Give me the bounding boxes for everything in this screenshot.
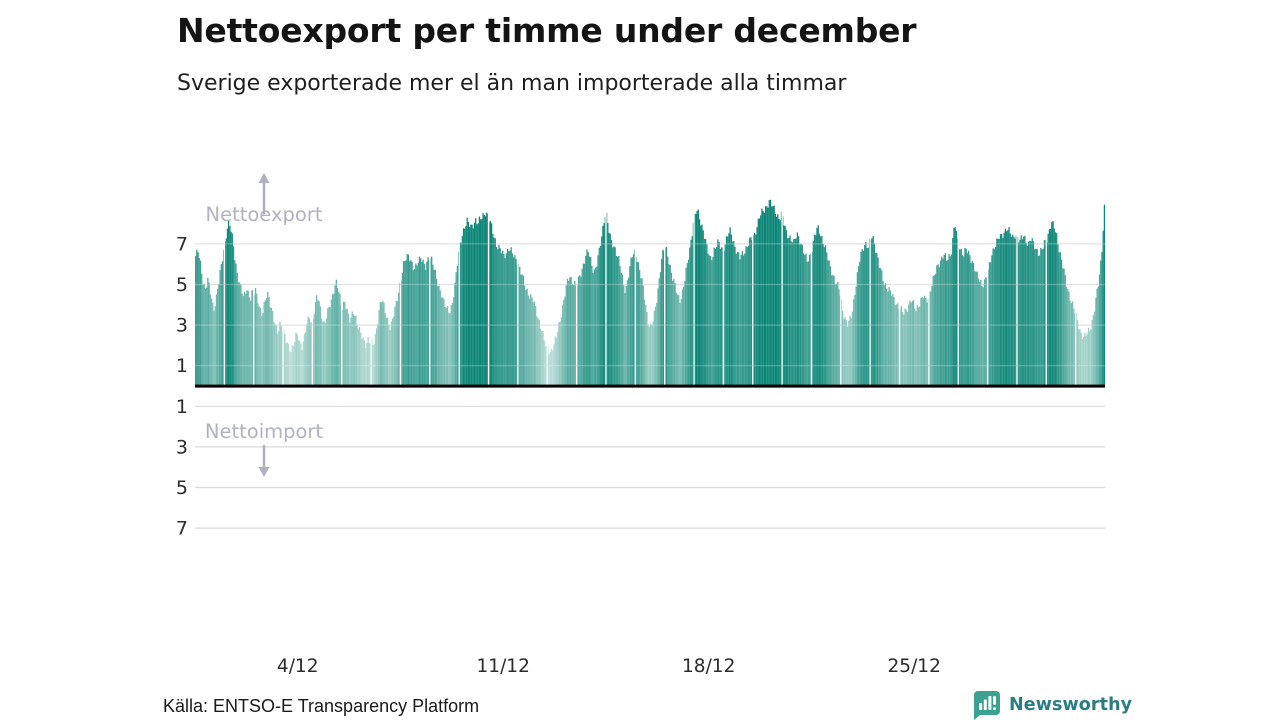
newsworthy-brand-text: Newsworthy [1009, 695, 1133, 715]
svg-text:4/12: 4/12 [277, 656, 319, 677]
page-title: Nettoexport per timme under december [177, 11, 917, 50]
x-tick-labels: 4/12 11/12 18/12 25/12 [277, 656, 941, 677]
svg-text:3: 3 [176, 436, 188, 458]
zero-axis-line [195, 384, 1105, 388]
gridline-overlay [195, 243, 1105, 367]
nettoimport-annotation-label: Nettoimport [204, 420, 324, 443]
up-arrow-icon [258, 173, 270, 215]
y-tick-labels: 7 5 3 1 1 3 5 7 [176, 233, 188, 539]
nettoexport-annotation: Nettoexport [179, 203, 349, 226]
svg-text:11/12: 11/12 [477, 656, 530, 677]
newsworthy-brand: Newsworthy [973, 690, 1273, 720]
page-subtitle: Sverige exporterade mer el än man import… [177, 71, 847, 96]
svg-text:5: 5 [176, 477, 188, 499]
svg-text:18/12: 18/12 [682, 656, 735, 677]
svg-text:1: 1 [176, 355, 188, 377]
export-bars [195, 199, 1106, 386]
nettoimport-annotation: Nettoimport [179, 420, 349, 443]
source-credit: Källa: ENTSO-E Transparency Platform [163, 696, 480, 716]
nettoexport-annotation-label: Nettoexport [205, 203, 323, 226]
svg-text:1: 1 [176, 396, 188, 418]
svg-text:25/12: 25/12 [888, 656, 941, 677]
newsworthy-logo-icon [974, 691, 1000, 720]
svg-text:3: 3 [176, 315, 188, 337]
svg-text:7: 7 [176, 233, 188, 255]
down-arrow-icon [258, 444, 270, 477]
svg-text:7: 7 [176, 518, 188, 540]
svg-text:5: 5 [176, 274, 188, 296]
